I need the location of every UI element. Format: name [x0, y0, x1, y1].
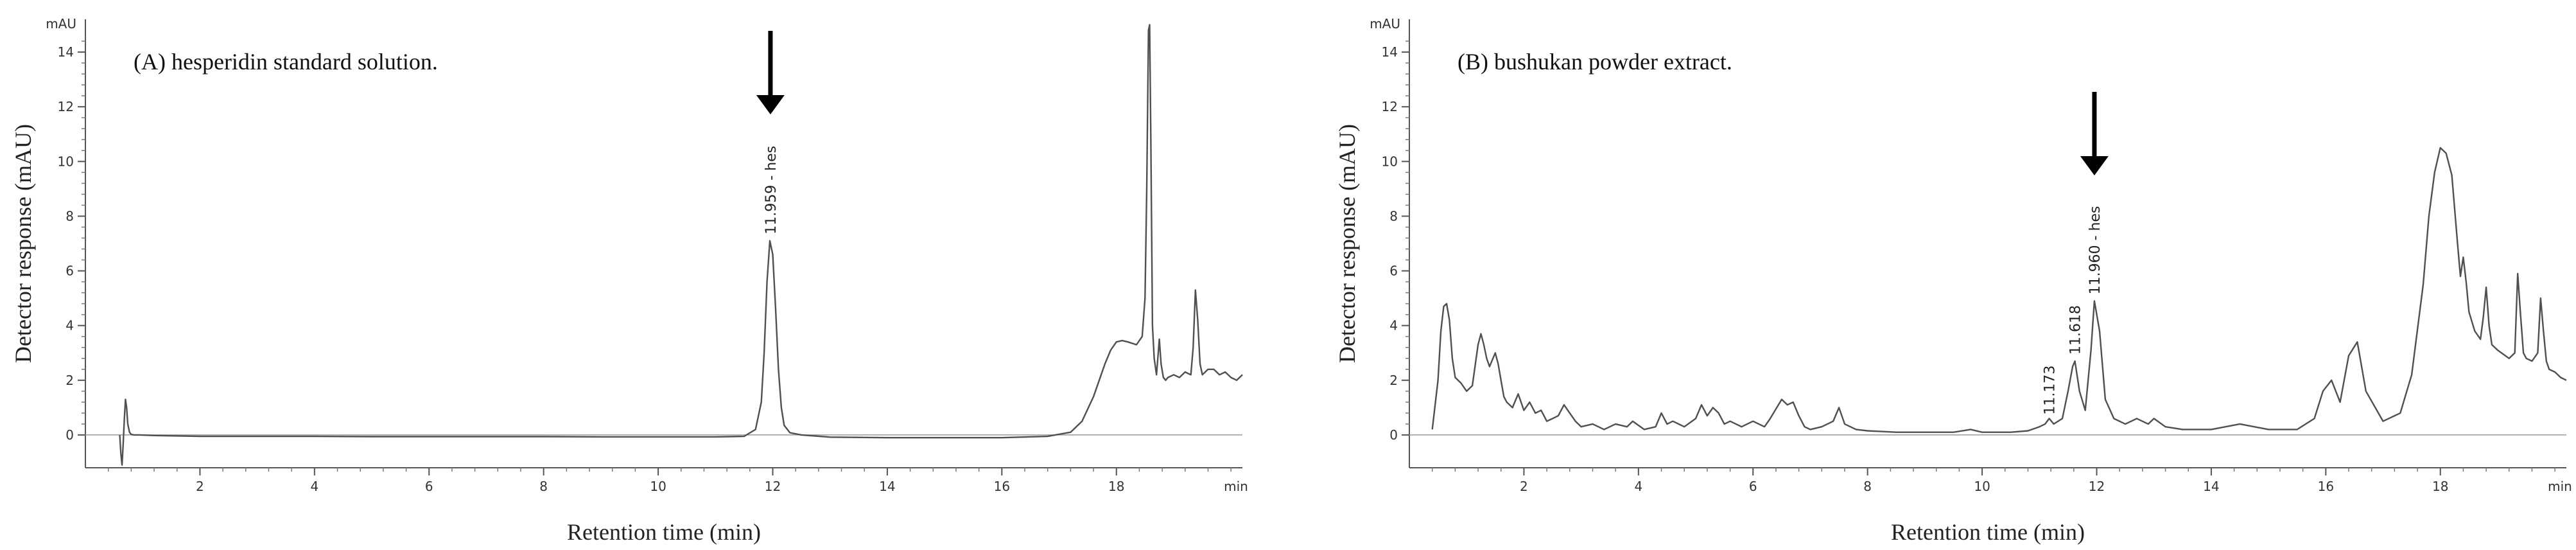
x-tick-label: 8	[1863, 479, 1872, 494]
y-tick-label: 12	[1382, 99, 1398, 114]
x-axis-title: Retention time (min)	[567, 519, 761, 545]
y-tick-label: 6	[65, 263, 74, 279]
peak-arrow-icon	[756, 95, 785, 114]
y-tick-label: 2	[1389, 373, 1398, 388]
y-tick-label: 10	[58, 154, 74, 169]
x-tick-label: 2	[196, 479, 204, 494]
x-tick-label: 18	[2432, 479, 2448, 494]
chart-title: (B) bushukan powder extract.	[1458, 49, 1732, 75]
chromatogram-trace	[1431, 146, 2567, 433]
chart-panel-b: 0 2 4 6 8 10 12 14 mAU 2 4 6 8 10 12 14 16 18 min Retention…	[1334, 16, 2572, 545]
y-tick-label: 10	[1382, 154, 1398, 169]
x-tick-label: 18	[1108, 479, 1124, 494]
x-tick-label: 4	[310, 479, 318, 494]
x-tick-label: 12	[765, 479, 781, 494]
x-axis-title: Retention time (min)	[1891, 519, 2085, 545]
y-axis-title: Detector response (mAU)	[10, 124, 36, 363]
y-tick-label: 0	[65, 427, 74, 443]
x-tick-label: 2	[1520, 479, 1528, 494]
y-tick-label: 2	[65, 373, 74, 388]
x-tick-label: 16	[994, 479, 1010, 494]
chart-panel-a: 0 2 4 6 8 10 12 14 mAU 2 4 6 8 10 12 14 16 18 min Retention…	[10, 16, 1248, 545]
x-tick-label: 6	[425, 479, 433, 494]
peak-arrow-icon	[2080, 156, 2109, 175]
x-tick-label: 6	[1749, 479, 1757, 494]
x-tick-label: 4	[1634, 479, 1642, 494]
y-unit-label: mAU	[46, 16, 76, 31]
x-tick-label: 14	[2203, 479, 2219, 494]
y-tick-label: 14	[1382, 44, 1398, 60]
y-tick-label: 4	[1389, 318, 1398, 333]
chromatogram-trace	[119, 24, 1243, 466]
x-tick-label: 14	[879, 479, 895, 494]
y-axis-title: Detector response (mAU)	[1334, 124, 1360, 363]
y-unit-label: mAU	[1370, 16, 1400, 31]
y-tick-label: 12	[58, 99, 74, 114]
peak-label: 11.959 - hes	[763, 146, 779, 235]
x-tick-label: 8	[539, 479, 548, 494]
y-tick-label: 14	[58, 44, 74, 60]
x-tick-label: 12	[2089, 479, 2105, 494]
y-tick-label: 4	[65, 318, 74, 333]
y-tick-label: 8	[65, 208, 74, 224]
peak-label: 11.618	[2068, 305, 2084, 355]
x-unit-label: min	[1224, 479, 1248, 494]
peak-label: 11.960 - hes	[2087, 206, 2103, 295]
y-tick-label: 8	[1389, 208, 1398, 224]
y-tick-label: 6	[1389, 263, 1398, 279]
x-unit-label: min	[2548, 479, 2572, 494]
x-tick-label: 16	[2318, 479, 2334, 494]
y-tick-label: 0	[1389, 427, 1398, 443]
x-tick-label: 10	[650, 479, 666, 494]
peak-label: 11.173	[2042, 366, 2058, 415]
x-tick-label: 10	[1974, 479, 1990, 494]
chart-title: (A) hesperidin standard solution.	[134, 49, 438, 75]
